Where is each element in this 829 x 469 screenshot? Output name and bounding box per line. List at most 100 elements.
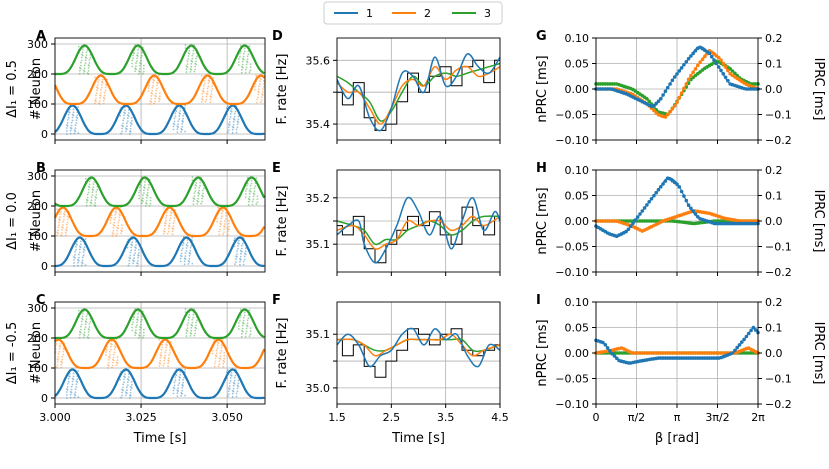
spike-dot: [129, 131, 132, 133]
spike-dot: [69, 396, 72, 399]
spike-dot: [241, 321, 244, 324]
spike-dot: [109, 353, 111, 356]
spike-dot: [83, 331, 86, 334]
spike-dot: [231, 131, 234, 134]
spike-dot: [167, 359, 170, 362]
spike-dot: [66, 386, 69, 388]
spike-dot: [240, 329, 243, 332]
spike-dot: [233, 382, 236, 385]
spike-dot: [75, 245, 77, 248]
raster-1: [65, 104, 240, 135]
spike-dot: [184, 394, 187, 397]
spike-dot: [226, 212, 228, 215]
spike-dot: [228, 121, 231, 123]
spike-dot: [64, 231, 67, 234]
spike-dot: [233, 112, 236, 115]
spike-dot: [147, 90, 150, 92]
spike-dot: [242, 322, 245, 325]
spike-dot: [214, 360, 217, 363]
spike-dot: [248, 192, 251, 195]
spike-dot: [75, 116, 78, 119]
spike-dot: [181, 125, 184, 128]
spike-dot: [207, 85, 210, 88]
spike-dot: [84, 56, 87, 59]
spike-dot: [79, 325, 82, 328]
panel-B: 0 100 200 300 # Neuron B: [27, 161, 266, 276]
spike-dot: [249, 333, 252, 335]
spike-dot: [87, 188, 90, 191]
spike-dot: [194, 184, 197, 186]
spike-dot: [129, 125, 132, 127]
spike-dot: [142, 64, 145, 67]
xtick-label: 4.5: [491, 411, 509, 424]
spike-dot: [186, 242, 189, 244]
spike-dot: [94, 76, 96, 79]
ylabel: # Neuron: [29, 322, 44, 384]
ylabel-right-text: IPRC [ms]: [811, 322, 826, 385]
spike-dot: [152, 78, 155, 81]
spike-dot: [173, 117, 176, 120]
spike-dot: [245, 185, 248, 187]
spike-dot: [141, 336, 144, 339]
spike-dot: [179, 377, 182, 379]
spike-dot: [261, 91, 264, 93]
spike-dot: [124, 112, 126, 115]
spike-dot: [238, 61, 240, 63]
spike-dot: [77, 264, 79, 267]
spike-dot: [137, 254, 139, 256]
spike-dot: [209, 98, 212, 101]
spike-dot: [91, 188, 94, 191]
spike-dot: [131, 326, 134, 329]
spike-dot: [144, 179, 147, 181]
spike-dot: [142, 328, 145, 331]
spike-dot: [176, 131, 179, 134]
spike-dot: [168, 357, 170, 359]
spike-dot: [85, 204, 88, 207]
spike-dot: [62, 224, 64, 226]
spike-dot: [84, 62, 87, 65]
spike-dot: [132, 321, 135, 324]
spike-dot: [156, 84, 158, 87]
spike-dot: [155, 92, 158, 95]
spike-dot: [235, 131, 238, 134]
spike-dot: [191, 262, 194, 265]
spike-dot: [223, 228, 225, 231]
spike-dot: [222, 359, 225, 362]
spike-dot: [159, 92, 161, 95]
spike-dot: [187, 319, 190, 321]
spike-dot: [157, 82, 159, 85]
ytick-label-right: −0.2: [765, 134, 792, 147]
spike-dot: [198, 186, 201, 189]
rate-series-1: [336, 53, 501, 132]
spike-dot: [109, 350, 111, 353]
spike-dot: [202, 84, 205, 87]
spike-dot: [83, 249, 86, 252]
spike-dot: [140, 315, 143, 318]
spike-dot: [237, 118, 240, 121]
spike-dot: [232, 123, 235, 126]
raster-3: [77, 308, 252, 339]
spike-dot: [261, 88, 264, 90]
ytick-label-right: 0.2: [765, 296, 783, 309]
spike-dot: [113, 345, 116, 348]
spike-dot: [83, 64, 86, 67]
spike-dot: [77, 253, 80, 256]
spike-dot: [242, 319, 245, 322]
spike-dot: [126, 392, 128, 395]
spike-dot: [201, 197, 204, 200]
spike-dot: [246, 182, 249, 185]
spike-dot: [132, 318, 135, 321]
spike-dot: [247, 53, 250, 56]
spike-dot: [121, 127, 123, 130]
spike-dot: [142, 200, 144, 203]
spike-dot: [59, 213, 61, 216]
spike-dot: [253, 187, 256, 190]
spike-dot: [84, 177, 87, 180]
spike-dot: [231, 125, 234, 128]
spike-dot: [136, 60, 138, 62]
spike-dot: [195, 60, 198, 63]
spike-dot: [82, 248, 85, 251]
spike-dot: [71, 383, 74, 386]
ylabel: F. rate [Hz]: [275, 54, 290, 125]
spike-dot: [104, 89, 107, 92]
